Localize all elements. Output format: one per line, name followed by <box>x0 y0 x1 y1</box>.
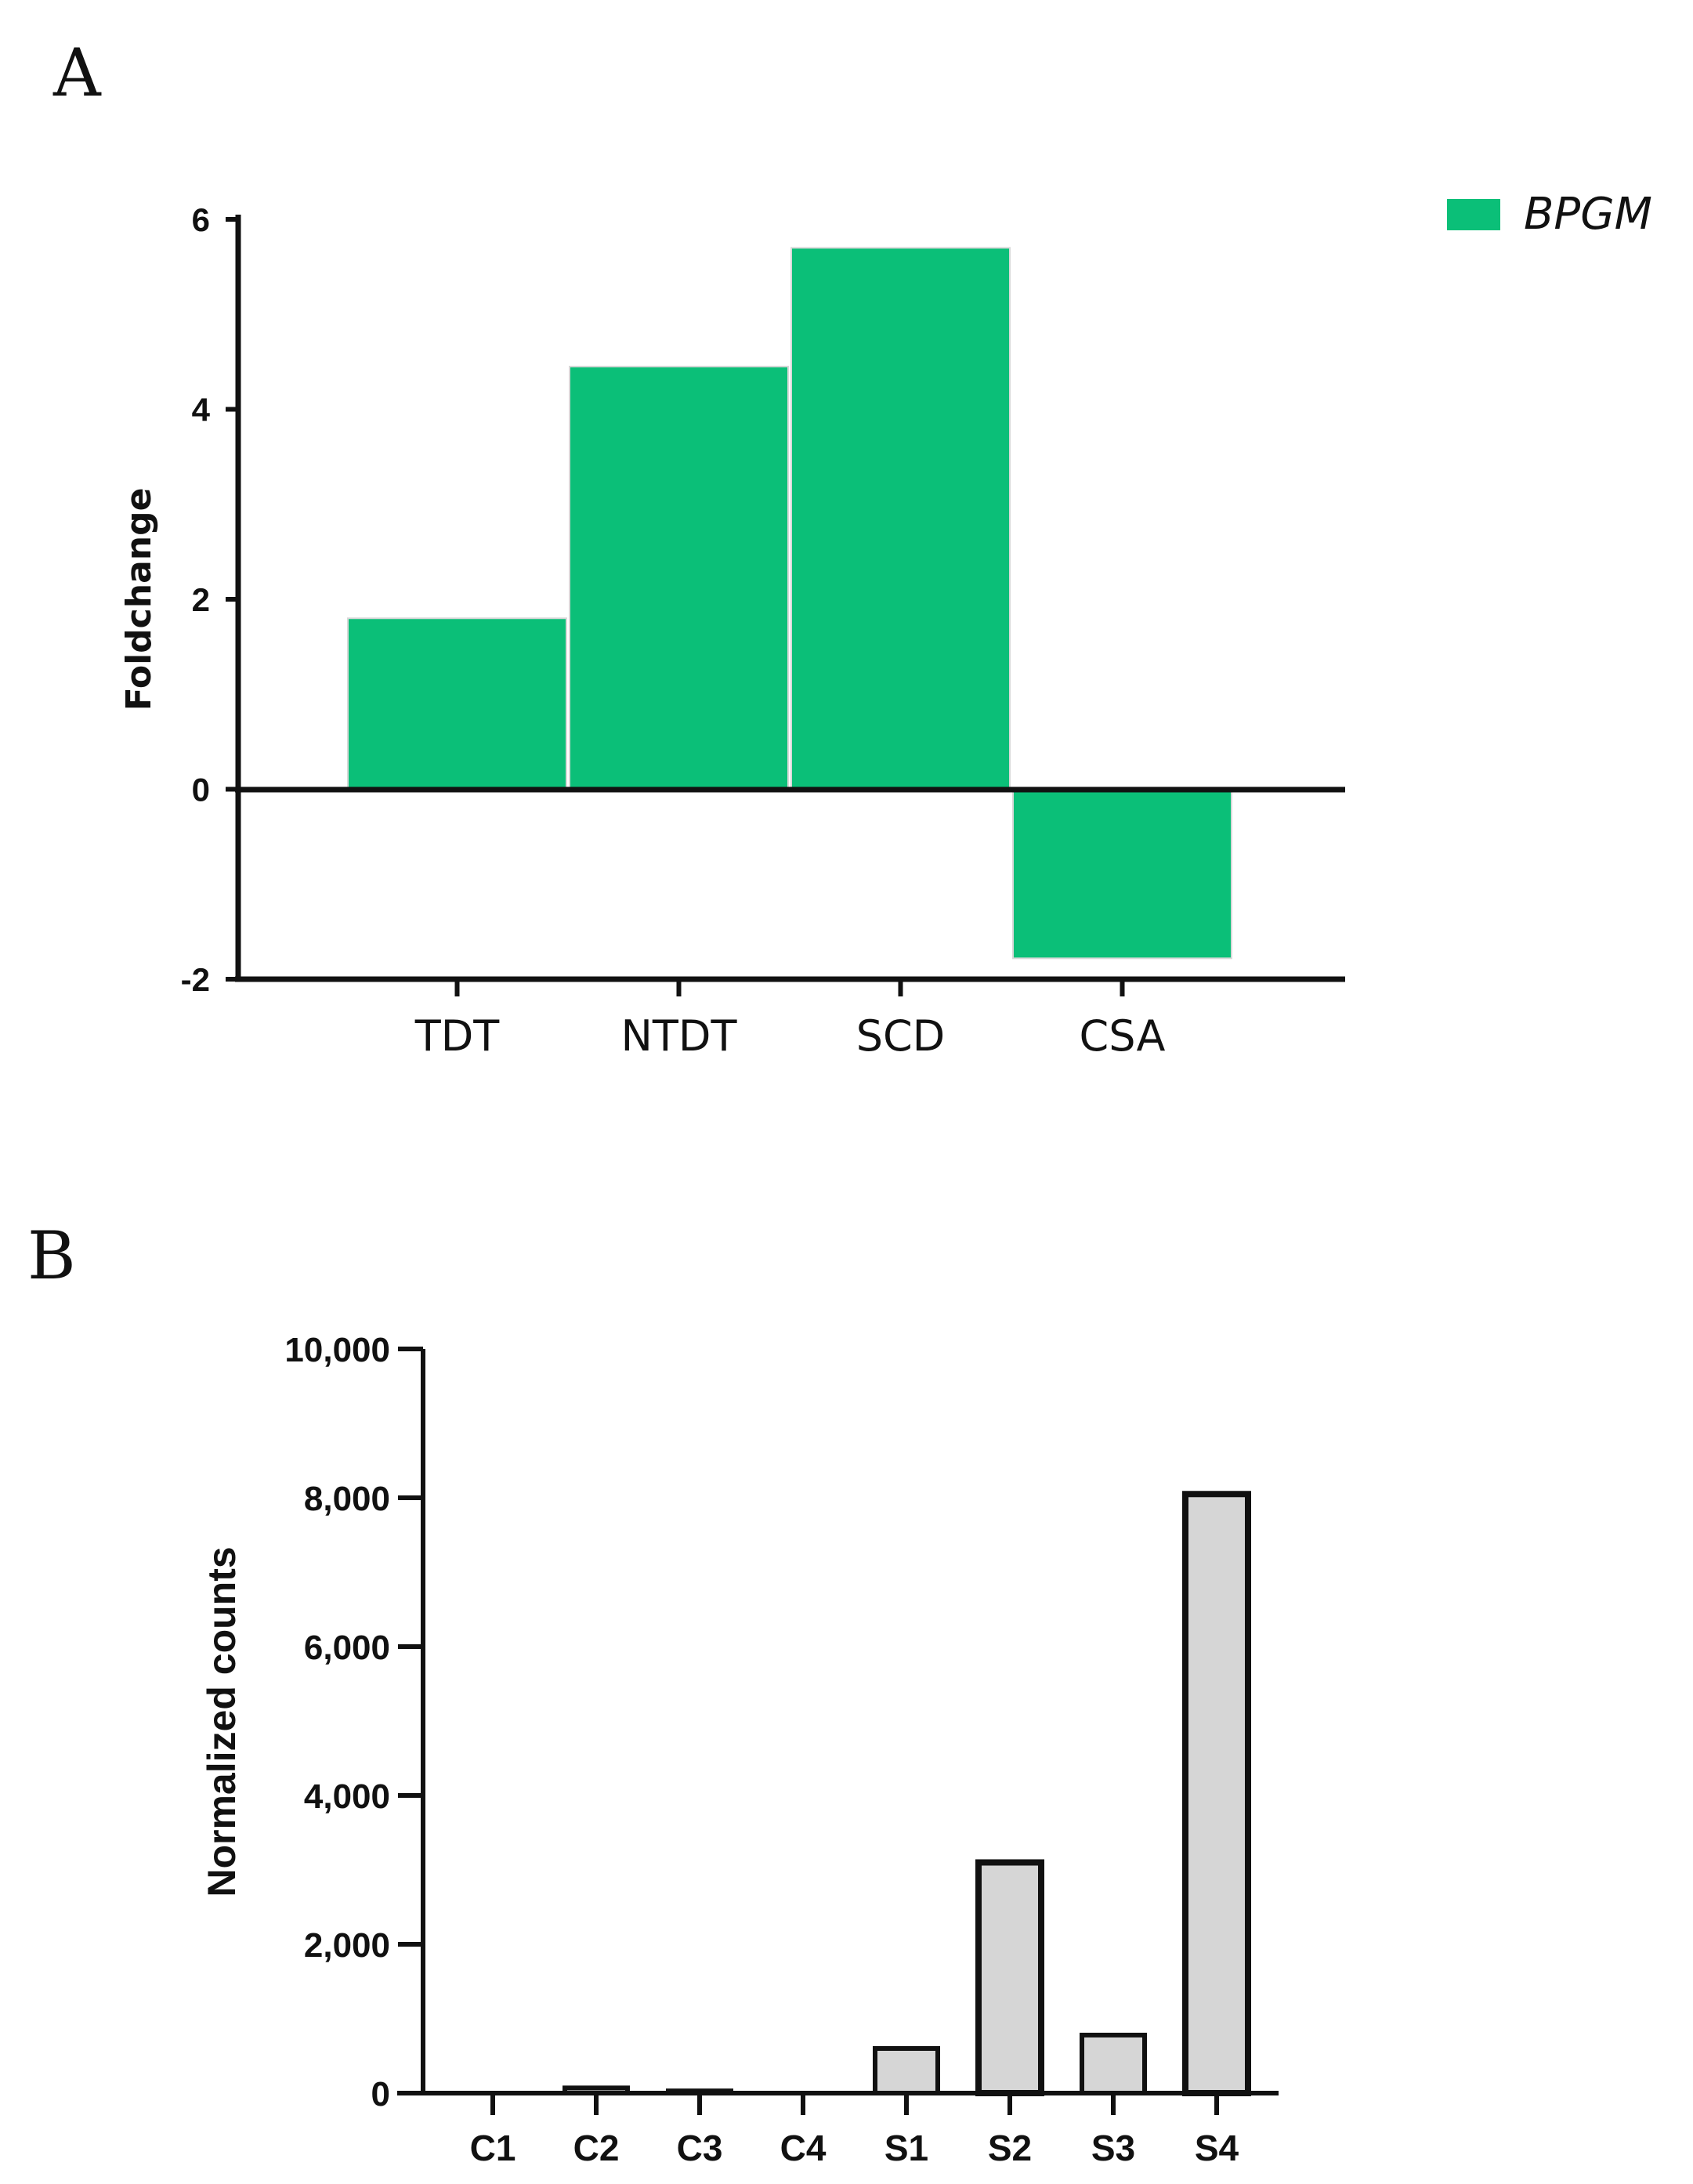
chart-b-y-tick-label: 4,000 <box>304 1777 390 1816</box>
chart-a-y-tick-label: 6 <box>192 201 210 238</box>
chart-a-x-tick-label-ntdt: NTDT <box>621 1011 738 1061</box>
chart-a-bar-tdt <box>347 617 567 790</box>
chart-a-bars <box>347 247 1232 960</box>
chart-b-x-tick-label-c4: C4 <box>780 2128 827 2168</box>
chart-b-x-tick-label-s3: S3 <box>1091 2128 1135 2168</box>
chart-a-y-tick-label: 2 <box>192 581 210 618</box>
chart-b-x-tick-label-s4: S4 <box>1195 2128 1239 2168</box>
chart-a: 6 4 2 0 -2 TDT NTDT SCD CSA Foldchange BPGM <box>119 189 1652 1061</box>
chart-a-bar-ntdt <box>569 365 789 790</box>
chart-a-legend: BPGM <box>1447 189 1652 240</box>
chart-a-y-tick-label: 4 <box>192 392 211 428</box>
chart-b-x-tick-label-s2: S2 <box>988 2128 1032 2168</box>
chart-b-x-tick-label-c1: C1 <box>470 2128 516 2168</box>
chart-b-bar-s2 <box>975 1859 1044 2096</box>
panel-label-b: B <box>27 1217 76 1294</box>
chart-b-x-tick-label-s1: S1 <box>884 2128 928 2168</box>
chart-a-x-tick-label-csa: CSA <box>1080 1011 1166 1061</box>
chart-b-y-axis-title: Normalized counts <box>200 1546 244 1897</box>
chart-b-bars <box>563 1491 1251 2096</box>
chart-a-x-ticks: TDT NTDT SCD CSA <box>414 979 1166 1061</box>
chart-a-bar-scd <box>790 247 1011 790</box>
chart-b-y-tick-label: 6,000 <box>304 1629 390 1667</box>
chart-a-y-ticks: 6 4 2 0 -2 <box>181 201 238 998</box>
chart-b-bar-s1 <box>873 2046 940 2095</box>
chart-b-y-tick-label: 10,000 <box>284 1331 390 1369</box>
legend-label-bpgm: BPGM <box>1524 189 1652 240</box>
panel-label-a: A <box>52 34 102 111</box>
chart-b-x-tick-label-c3: C3 <box>677 2128 723 2168</box>
chart-a-bar-csa <box>1012 788 1232 960</box>
legend-swatch-bpgm <box>1447 199 1500 230</box>
chart-b-y-tick-label: 0 <box>371 2075 390 2113</box>
chart-a-y-tick-label: 0 <box>192 772 210 808</box>
chart-b-bar-s3 <box>1080 2032 1147 2095</box>
chart-b-bar-s4 <box>1182 1491 1251 2096</box>
chart-b-y-ticks: 10,000 8,000 6,000 4,000 2,000 0 <box>284 1331 423 2113</box>
chart-a-x-tick-label-scd: SCD <box>856 1011 946 1061</box>
chart-b-y-tick-label: 2,000 <box>304 1926 390 1965</box>
chart-b-x-ticks: C1 C2 C3 C4 S1 S2 S3 S4 <box>470 2093 1239 2168</box>
chart-a-y-tick-label: -2 <box>181 961 210 998</box>
chart-b: 10,000 8,000 6,000 4,000 2,000 0 C1 C2 C3 C4 S1 S2… <box>200 1331 1279 2168</box>
chart-b-x-tick-label-c2: C2 <box>573 2128 620 2168</box>
chart-b-y-tick-label: 8,000 <box>304 1480 390 1518</box>
chart-a-x-tick-label-tdt: TDT <box>414 1011 501 1061</box>
chart-a-y-axis-title: Foldchange <box>119 488 159 711</box>
